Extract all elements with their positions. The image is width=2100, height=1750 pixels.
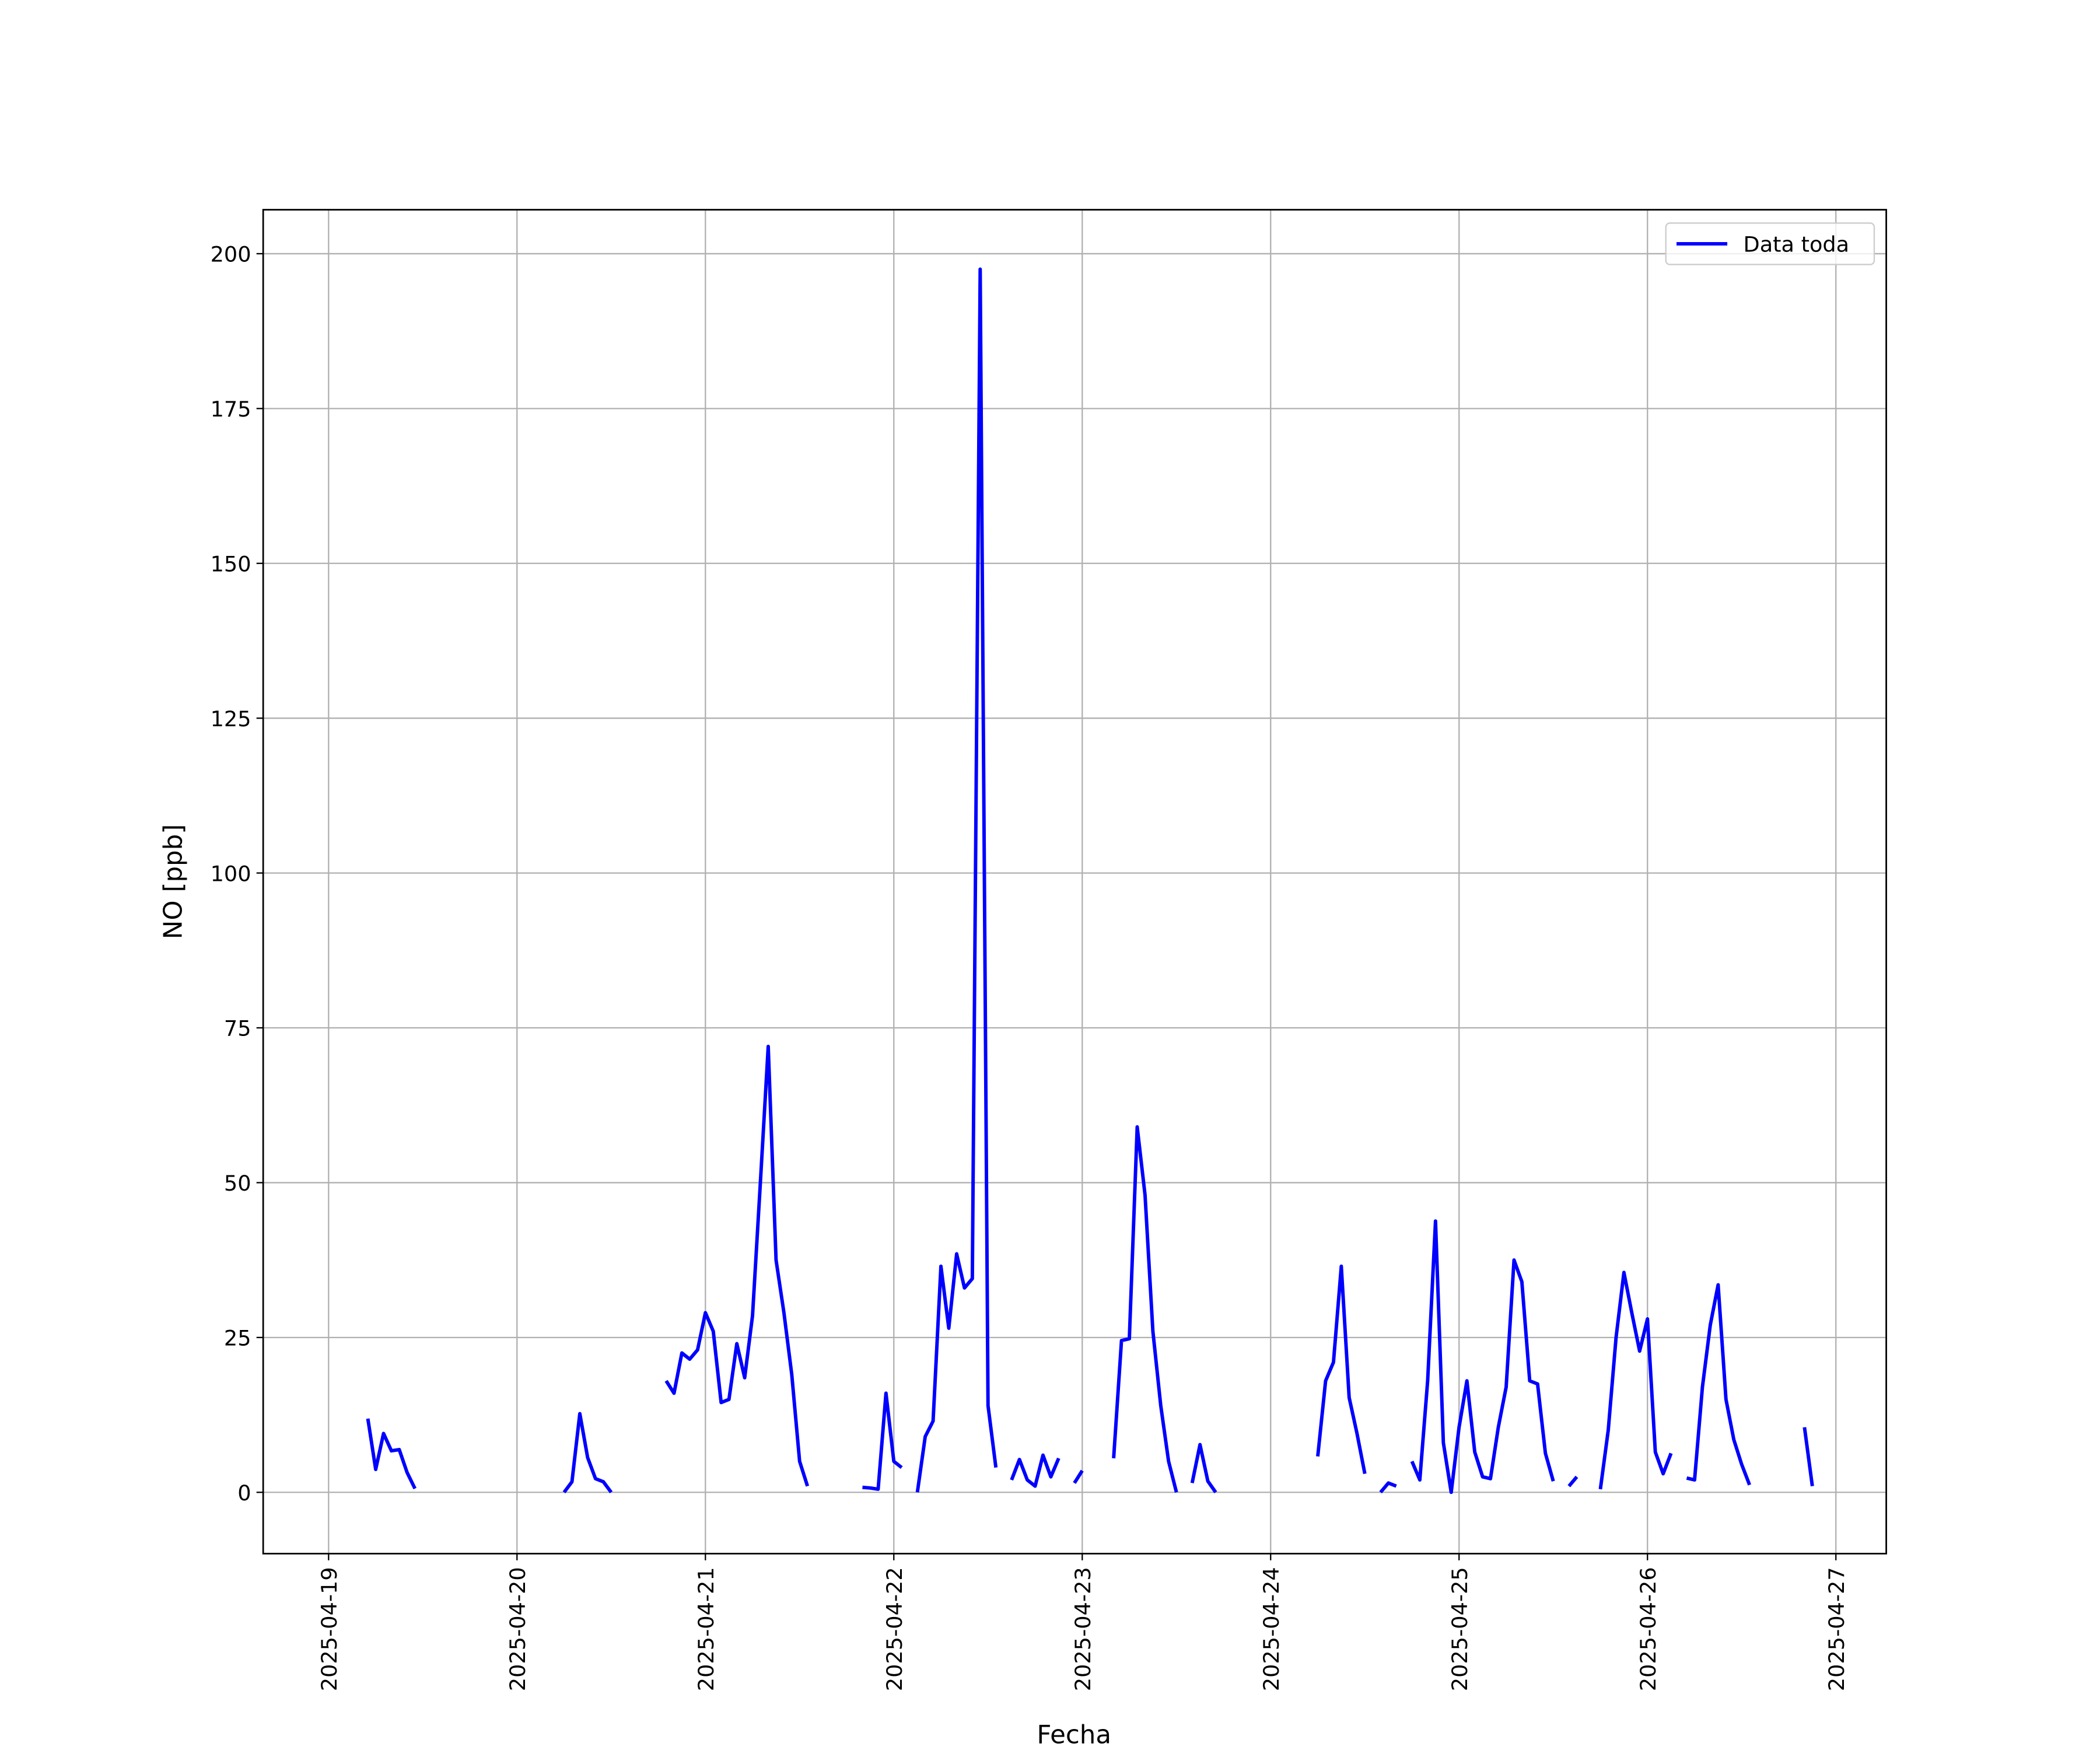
y-tick-label: 150: [211, 551, 251, 576]
y-tick-label: 175: [211, 397, 251, 422]
x-tick-label: 2025-04-27: [1824, 1567, 1849, 1691]
x-tick-label: 2025-04-19: [317, 1567, 342, 1691]
x-tick-label: 2025-04-21: [694, 1567, 719, 1691]
x-tick-label: 2025-04-23: [1070, 1567, 1096, 1691]
plot-frame: [262, 209, 1887, 1555]
y-tick-label: 100: [211, 861, 251, 886]
x-axis-label: Fecha: [1037, 1721, 1111, 1750]
x-tick-label: 2025-04-26: [1636, 1567, 1661, 1691]
y-axis-label: NO [ppb]: [159, 824, 188, 939]
y-tick-label: 0: [237, 1480, 251, 1506]
y-tick-label: 25: [224, 1326, 251, 1351]
legend-box: [1665, 222, 1875, 265]
legend-label: Data toda: [1744, 232, 1850, 257]
legend: Data toda: [1665, 222, 1875, 265]
y-tick-label: 50: [224, 1171, 251, 1196]
y-tick-label: 200: [211, 242, 251, 267]
x-tick-label: 2025-04-20: [505, 1567, 530, 1691]
y-tick-label: 75: [224, 1016, 251, 1041]
x-tick-label: 2025-04-24: [1259, 1567, 1284, 1691]
x-tick-label: 2025-04-25: [1447, 1567, 1472, 1691]
data-line: [366, 267, 1814, 1494]
x-tick-label: 2025-04-22: [882, 1567, 907, 1691]
y-tick-label: 125: [211, 706, 251, 732]
